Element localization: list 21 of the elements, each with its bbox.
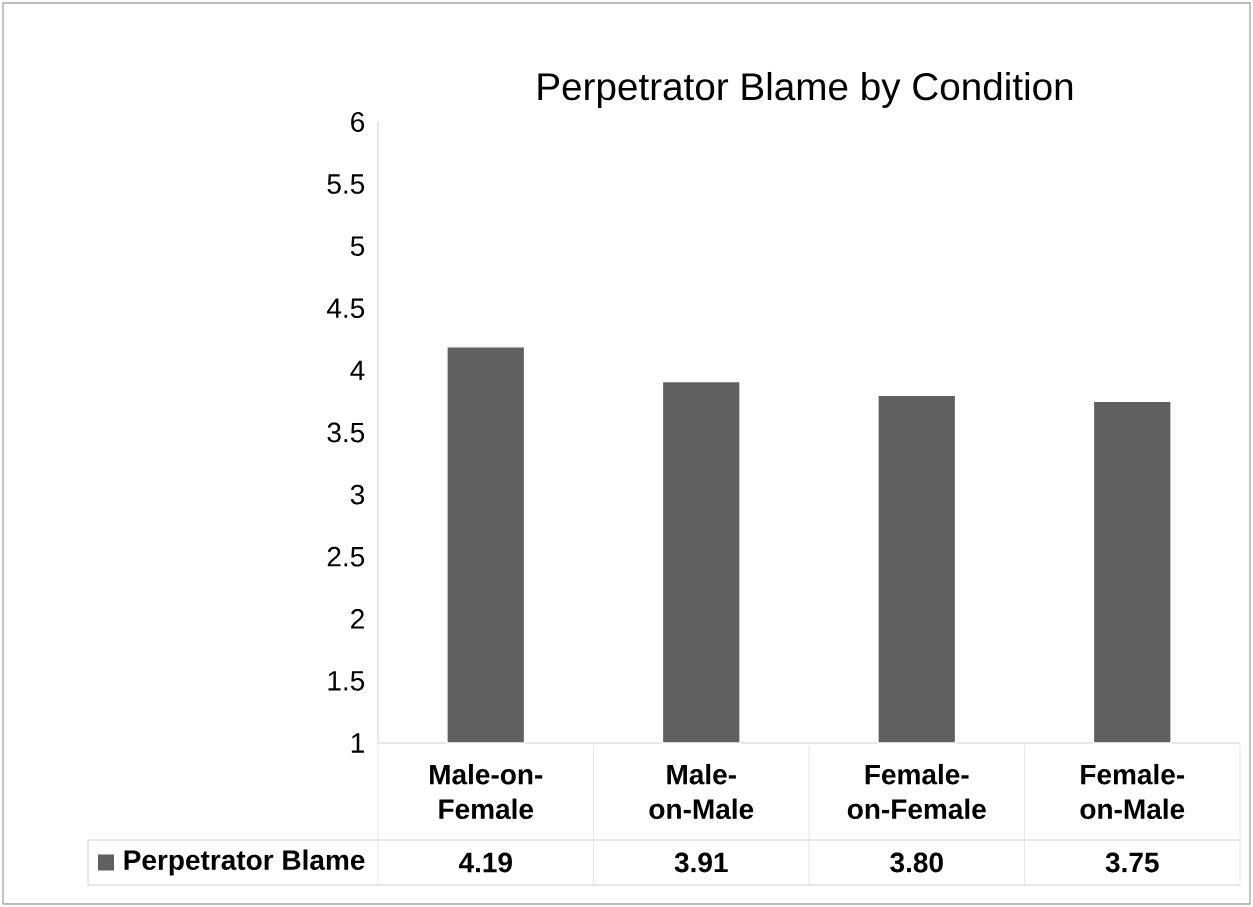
y-tick-label: 5 [350, 236, 365, 256]
data-label: 4.19 [458, 852, 512, 873]
y-tick-label: 4 [350, 360, 365, 381]
y-tick-label: 4.5 [327, 298, 365, 319]
data-label: 3.91 [674, 852, 728, 873]
chart-title: Perpetrator Blame by Condition [538, 71, 1073, 109]
y-tick-label: 2 [351, 609, 364, 629]
y-tick-label: 5.5 [327, 174, 365, 194]
data-label: 3.75 [1105, 852, 1159, 873]
x-tick-label: Female-on-Male [1080, 763, 1185, 820]
legend-label: Perpetrator Blame [124, 849, 365, 876]
y-tick-label: 1 [351, 733, 364, 753]
x-tick-label: Female-on-Female [847, 763, 986, 820]
y-tick-label: 6 [351, 112, 365, 132]
y-tick-label: 2.5 [327, 546, 365, 567]
y-tick-label: 3.5 [327, 422, 365, 443]
y-tick-label: 3 [350, 484, 365, 505]
x-tick-label: Male-on-Male [649, 763, 754, 820]
x-tick-label: Male-on-Female [430, 763, 543, 820]
y-tick-label: 1.5 [328, 671, 365, 691]
data-label: 3.80 [890, 852, 943, 873]
